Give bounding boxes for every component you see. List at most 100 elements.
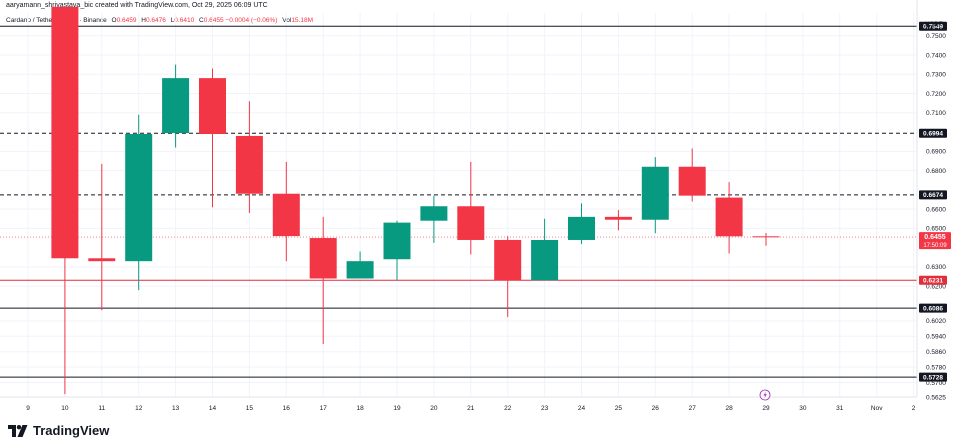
candle-body — [494, 239, 522, 281]
x-tick-label: 17 — [320, 405, 328, 412]
candle-body — [125, 133, 153, 262]
candle-body — [715, 197, 743, 237]
candle-12[interactable] — [125, 114, 153, 291]
y-tick-label: 0.5780 — [926, 364, 946, 371]
close-value: 0.6455 — [203, 17, 224, 24]
candle-26[interactable] — [641, 157, 669, 234]
y-tick-label: 0.7300 — [926, 72, 946, 79]
x-tick-label: 12 — [135, 405, 143, 412]
last-price-tag-bg — [919, 232, 951, 250]
y-tick-label: 0.5700 — [926, 380, 946, 387]
y-tick-label: 0.6020 — [926, 318, 946, 325]
candle-body — [678, 166, 706, 196]
level-tag-bg — [919, 21, 947, 31]
countdown-label: 17:50:09 — [923, 243, 947, 249]
candle-13[interactable] — [162, 64, 190, 148]
x-tick-label: 2 — [912, 405, 916, 412]
candle-14[interactable] — [199, 68, 226, 208]
last-price-label: 0.6455 — [924, 234, 946, 241]
candle-27[interactable] — [678, 148, 706, 202]
candle-15[interactable] — [235, 101, 263, 213]
candle-24[interactable] — [568, 203, 595, 244]
candle-body — [457, 206, 485, 240]
candle-22[interactable] — [494, 236, 522, 318]
low-value: 0.6410 — [174, 17, 195, 24]
level-tag-label: 0.6994 — [923, 131, 943, 138]
candle-body — [641, 166, 669, 220]
x-tick-label: 15 — [246, 405, 254, 412]
candle-20[interactable] — [420, 195, 448, 243]
candle-body — [51, 6, 79, 259]
y-tick-label: 0.5625 — [926, 394, 946, 401]
candle-body — [420, 206, 448, 221]
time-axis[interactable]: 9 10 11 12 13 14 15 16 17 18 19 20 21 22 23 24 25 26 27 28 2… — [26, 405, 916, 412]
candle-body — [346, 261, 374, 279]
candle-19[interactable] — [383, 220, 411, 281]
close-label: C — [199, 17, 204, 24]
candle-body — [199, 78, 226, 134]
high-label: H — [141, 17, 146, 24]
open-value: 0.6459 — [116, 17, 137, 24]
level-tag-label: 0.6231 — [923, 278, 943, 285]
candle-body — [531, 239, 559, 281]
candle-17[interactable] — [309, 216, 337, 345]
candle-23[interactable] — [531, 218, 559, 281]
x-tick-label: 11 — [98, 405, 105, 412]
x-tick-label: 23 — [541, 405, 549, 412]
y-tick-label: 0.7500 — [926, 33, 946, 40]
y-tick-label: 0.6900 — [926, 149, 946, 156]
x-tick-label: 28 — [725, 405, 733, 412]
x-tick-label: 13 — [172, 405, 180, 412]
level-tag-label: 0.6674 — [923, 192, 943, 199]
y-tick-label: 0.6300 — [926, 264, 946, 271]
x-tick-label: 21 — [467, 405, 475, 412]
x-tick-label: 20 — [430, 405, 438, 412]
price-axis[interactable]: 0.7500 0.7400 0.7300 0.7200 0.7100 0.6900 0.68… — [926, 33, 946, 401]
candle-28[interactable] — [715, 182, 743, 254]
price-tags: 0.7549 0.6994 0.6674 0.6231 0.6086 0.5728 0.64… — [919, 21, 951, 382]
x-tick-label: 19 — [393, 405, 401, 412]
y-tick-label: 0.6500 — [926, 226, 946, 233]
candle-21[interactable] — [457, 161, 485, 255]
x-tick-label: 10 — [61, 405, 69, 412]
x-tick-label: 27 — [689, 405, 697, 412]
candle-body — [752, 236, 780, 238]
lightning-icon[interactable] — [759, 389, 771, 401]
change-value: −0.0004 (−0.06%) — [225, 17, 278, 24]
x-tick-label: 18 — [356, 405, 364, 412]
candle-body — [272, 193, 300, 237]
tradingview-logo[interactable]: TradingView — [8, 423, 109, 438]
volume-value: 15.18M — [291, 17, 313, 24]
x-tick-label: 29 — [762, 405, 770, 412]
candle-16[interactable] — [272, 161, 300, 262]
y-tick-label: 0.5860 — [926, 349, 946, 356]
y-tick-label: 0.6600 — [926, 206, 946, 213]
level-tag-label: 0.5728 — [923, 374, 943, 381]
y-tick-label: 0.7400 — [926, 52, 946, 59]
y-tick-label: 0.7200 — [926, 91, 946, 98]
tradingview-logo-text: TradingView — [33, 423, 110, 438]
candle-10[interactable] — [51, 6, 79, 395]
tradingview-logo-icon — [8, 424, 28, 437]
candle-11[interactable] — [88, 163, 116, 311]
x-tick-label: 22 — [504, 405, 512, 412]
candle-25[interactable] — [604, 210, 632, 231]
candle-body — [309, 238, 337, 279]
horizontal-levels — [0, 25, 917, 378]
candle-body — [568, 216, 595, 240]
candle-18[interactable] — [346, 251, 374, 279]
candles — [51, 6, 780, 395]
x-tick-label: 31 — [836, 405, 844, 412]
level-tag-bg — [919, 190, 947, 200]
level-tag-bg — [919, 128, 947, 138]
currency-label: USDT — [925, 21, 943, 28]
x-tick-label: 16 — [283, 405, 291, 412]
level-tag-bg — [919, 372, 947, 382]
x-tick-label: 24 — [578, 405, 586, 412]
low-label: L — [170, 17, 175, 24]
candle-body — [604, 216, 632, 220]
x-tick-label: 9 — [26, 405, 30, 412]
candle-29[interactable] — [752, 233, 780, 246]
candle-body — [88, 258, 116, 262]
